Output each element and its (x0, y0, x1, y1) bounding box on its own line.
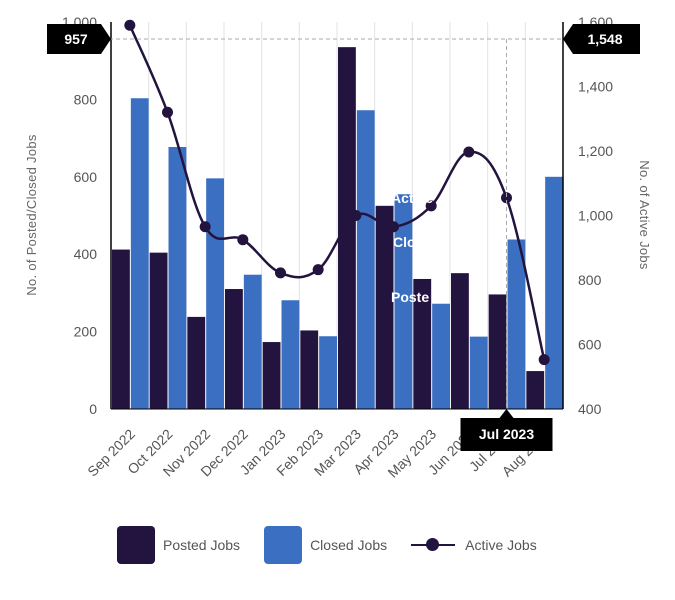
y2-tick-label: 600 (578, 337, 602, 353)
bar-closed (130, 98, 149, 409)
closed-swatch (264, 526, 303, 564)
active-point (275, 267, 286, 279)
active-point (312, 264, 324, 276)
bar-closed (545, 176, 563, 409)
bar-posted (225, 289, 243, 409)
bar-closed (394, 194, 413, 409)
bar-posted (488, 294, 507, 409)
bar-posted (526, 371, 545, 409)
bar-closed (356, 110, 375, 410)
active-point (501, 192, 512, 204)
bar-closed (469, 336, 488, 409)
bar-posted (187, 316, 206, 409)
legend-label-active: Active Jobs (465, 537, 537, 553)
legend-label-posted: Posted Jobs (163, 537, 241, 553)
bar-closed (281, 300, 300, 409)
bar-closed (432, 303, 450, 409)
y2-tick-label: 1,000 (578, 208, 613, 224)
bar-posted (149, 252, 168, 409)
y-tick-label: 600 (74, 169, 98, 185)
y-tick-label: 0 (89, 401, 97, 417)
legend-item-active[interactable]: Active Jobs (411, 526, 537, 564)
active-point (199, 221, 211, 233)
bar-closed (168, 147, 187, 409)
bar-posted (451, 273, 469, 409)
active-point (124, 19, 136, 31)
y-tick-label: 400 (74, 246, 98, 262)
bar-posted (413, 278, 432, 409)
active-line-path (128, 24, 546, 360)
legend-item-closed[interactable]: Closed Jobs (264, 526, 387, 564)
bar-posted (112, 249, 130, 409)
crosshair-x-flag (460, 409, 553, 451)
y2-tick-label: 800 (578, 272, 602, 288)
bar-posted (262, 342, 281, 409)
crosshair: 957 1,548 Jul 2023 (47, 24, 640, 451)
tooltip: Active Clo Poste 29 (391, 190, 449, 305)
crosshair-left-value: 957 (64, 31, 88, 47)
bar-closed (243, 274, 262, 409)
active-point (538, 354, 550, 366)
active-point (162, 106, 173, 118)
y-tick-label: 200 (74, 324, 98, 340)
legend-label-closed: Closed Jobs (310, 537, 388, 553)
y2-tick-label: 400 (578, 401, 602, 417)
tooltip-line-posted: Poste 29 (391, 289, 449, 305)
active-point (425, 200, 437, 212)
axes (110, 22, 564, 410)
left-y-axis-title: No. of Posted/Closed Jobs (24, 134, 39, 296)
right-y-axis-title: No. of Active Jobs (637, 160, 652, 270)
tooltip-line-closed: Clo (393, 234, 416, 250)
tooltip-line-active: Active (391, 190, 433, 206)
y2-tick-label: 1,400 (578, 79, 613, 95)
bar-posted (375, 205, 394, 409)
y-tick-label: 800 (74, 91, 98, 107)
posted-swatch (117, 526, 155, 564)
legend-item-posted[interactable]: Posted Jobs (117, 526, 240, 564)
bar-closed (206, 178, 224, 409)
legend: Posted Jobs Closed Jobs Active Jobs (117, 526, 561, 564)
y2-tick-label: 1,200 (578, 143, 613, 159)
active-jobs-line (124, 19, 550, 366)
crosshair-left-flag (47, 24, 111, 54)
active-point (388, 221, 399, 233)
active-point (237, 234, 249, 246)
crosshair-x-value: Jul 2023 (479, 426, 534, 442)
active-point (463, 146, 475, 158)
active-point (350, 210, 362, 221)
bar-closed (319, 336, 337, 409)
bar-posted (300, 330, 319, 409)
crosshair-right-flag (563, 24, 640, 54)
active-line-swatch (411, 526, 456, 564)
crosshair-right-value: 1,548 (587, 31, 622, 47)
bars (112, 47, 563, 410)
bar-posted (338, 47, 356, 409)
bar-closed (507, 239, 526, 409)
